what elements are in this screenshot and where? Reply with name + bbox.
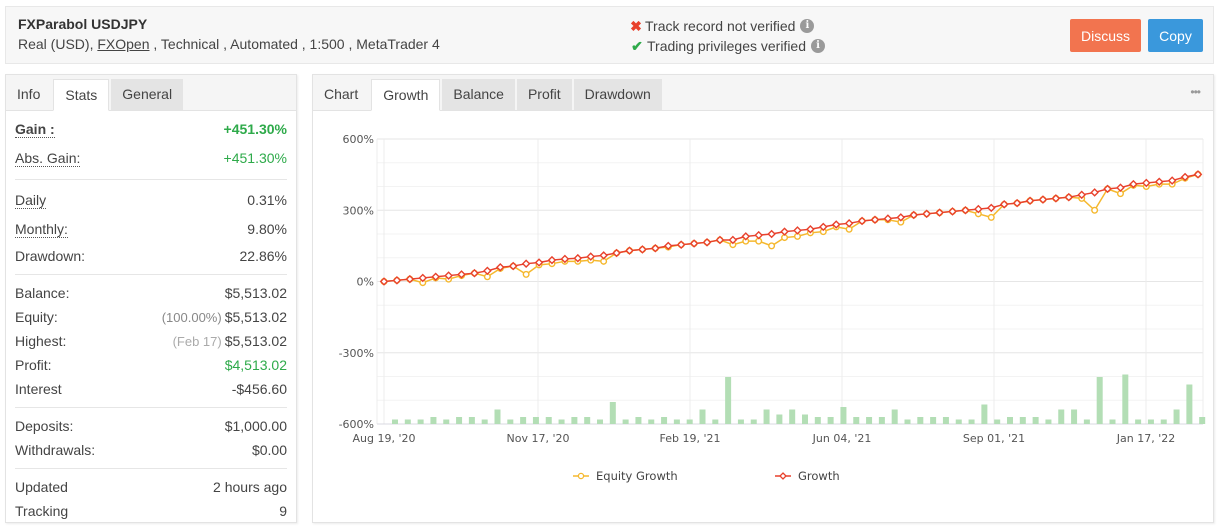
stat-value-wrap: (100.00%) $5,513.02 [162,305,287,330]
track-record-text: Track record not verified [645,18,796,34]
stat-label: Balance: [15,285,70,301]
copy-button[interactable]: Copy [1148,19,1203,52]
stat-value: +451.30% [223,121,287,137]
stat-label: Equity: [15,309,58,325]
tab-drawdown[interactable]: Drawdown [573,79,662,110]
stat-gain: Gain : +451.30% [15,115,287,144]
stat-value-wrap: (Feb 17) $5,513.02 [173,329,287,354]
divider [15,468,287,469]
trading-privileges-status: ✔ Trading privileges verified i [630,36,825,56]
system-subtitle: Real (USD), FXOpen , Technical , Automat… [18,36,440,52]
stat-updated: Updated 2 hours ago [15,475,287,499]
info-icon[interactable]: i [800,19,815,33]
tab-stats[interactable]: Stats [53,79,110,111]
track-record-status: ✖ Track record not verified i [630,16,825,36]
stat-value: 0.31% [247,192,287,208]
stat-profit: Profit: $4,513.02 [15,353,287,377]
stat-value: -$456.60 [231,381,287,397]
stat-deposits: Deposits: $1,000.00 [15,414,287,438]
stat-label: Deposits: [15,418,74,434]
verification-status: ✖ Track record not verified i ✔ Trading … [630,16,825,56]
tab-growth[interactable]: Growth [371,79,441,111]
stats-panel: Info Stats General Gain : +451.30% Abs. … [5,74,297,523]
stat-sub: (Feb 17) [172,334,222,349]
chart-tabbar: Chart Growth Balance Profit Drawdown ••• [313,75,1213,111]
stat-value: 9 [279,503,287,519]
divider [15,407,287,408]
stat-value: 2 hours ago [213,479,287,495]
chart-panel: Chart Growth Balance Profit Drawdown ••• [312,74,1214,523]
info-icon[interactable]: i [811,39,825,53]
stat-drawdown: Drawdown: 22.86% [15,244,287,268]
stat-label: Profit: [15,357,52,373]
stat-abs-gain: Abs. Gain: +451.30% [15,144,287,173]
stat-value: $5,513.02 [224,309,287,325]
stat-tracking: Tracking 9 [15,499,287,523]
stat-label: Tracking [15,503,69,519]
stat-label[interactable]: Abs. Gain: [15,150,81,167]
stat-equity: Equity: (100.00%) $5,513.02 [15,305,287,329]
tab-info[interactable]: Info [17,86,41,102]
stat-value: +451.30% [223,150,287,166]
tab-chart[interactable]: Chart [324,86,359,102]
broker-link[interactable]: FXOpen [97,36,150,52]
trading-privileges-text: Trading privileges verified [647,38,806,54]
tab-balance[interactable]: Balance [442,79,515,110]
stat-sub: (100.00%) [161,310,222,325]
stat-value: 22.86% [239,248,287,264]
stat-value: 9.80% [247,221,287,237]
system-details: , Technical , Automated , 1:500 , MetaTr… [149,36,440,52]
stat-label[interactable]: Monthly: [15,221,68,238]
x-icon: ✖ [630,18,642,34]
divider [15,274,287,275]
stat-value: $0.00 [251,442,287,458]
stats-list: Gain : +451.30% Abs. Gain: +451.30% Dail… [6,111,296,523]
stat-value: $1,000.00 [224,418,287,434]
stat-value: $4,513.02 [224,357,287,373]
stat-monthly: Monthly: 9.80% [15,215,287,244]
stats-tabbar: Info Stats General [6,75,296,111]
stat-label: Interest [15,381,62,397]
stat-highest: Highest: (Feb 17) $5,513.02 [15,329,287,353]
stat-label[interactable]: Gain : [15,121,55,138]
stat-label: Withdrawals: [15,442,96,458]
stat-daily: Daily 0.31% [15,186,287,215]
stat-withdrawals: Withdrawals: $0.00 [15,438,287,462]
stat-value: $5,513.02 [224,333,287,349]
system-header: FXParabol USDJPY Real (USD), FXOpen , Te… [5,6,1214,64]
stat-label: Highest: [15,333,67,349]
stat-balance: Balance: $5,513.02 [15,281,287,305]
tab-profit[interactable]: Profit [516,79,572,110]
stat-label[interactable]: Daily [15,192,47,209]
discuss-button[interactable]: Discuss [1070,19,1141,52]
stat-interest: Interest -$456.60 [15,377,287,401]
tab-general[interactable]: General [111,79,184,110]
stat-label: Drawdown: [15,248,86,264]
stat-value: $5,513.02 [224,285,287,301]
stat-label: Updated [15,479,68,495]
account-type: Real (USD), [18,36,98,52]
more-options-icon[interactable]: ••• [1190,85,1201,99]
divider [15,179,287,180]
system-title: FXParabol USDJPY [18,16,148,32]
check-icon: ✔ [631,38,643,54]
